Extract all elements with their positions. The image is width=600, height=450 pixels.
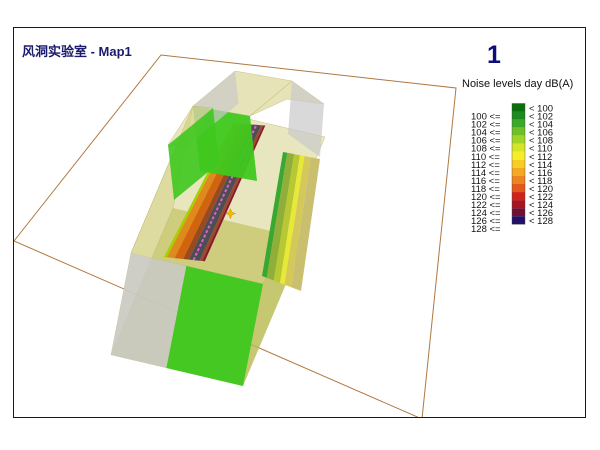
svg-text:128 <=: 128 <= [471,224,501,235]
svg-text:< 128: < 128 [529,216,553,227]
